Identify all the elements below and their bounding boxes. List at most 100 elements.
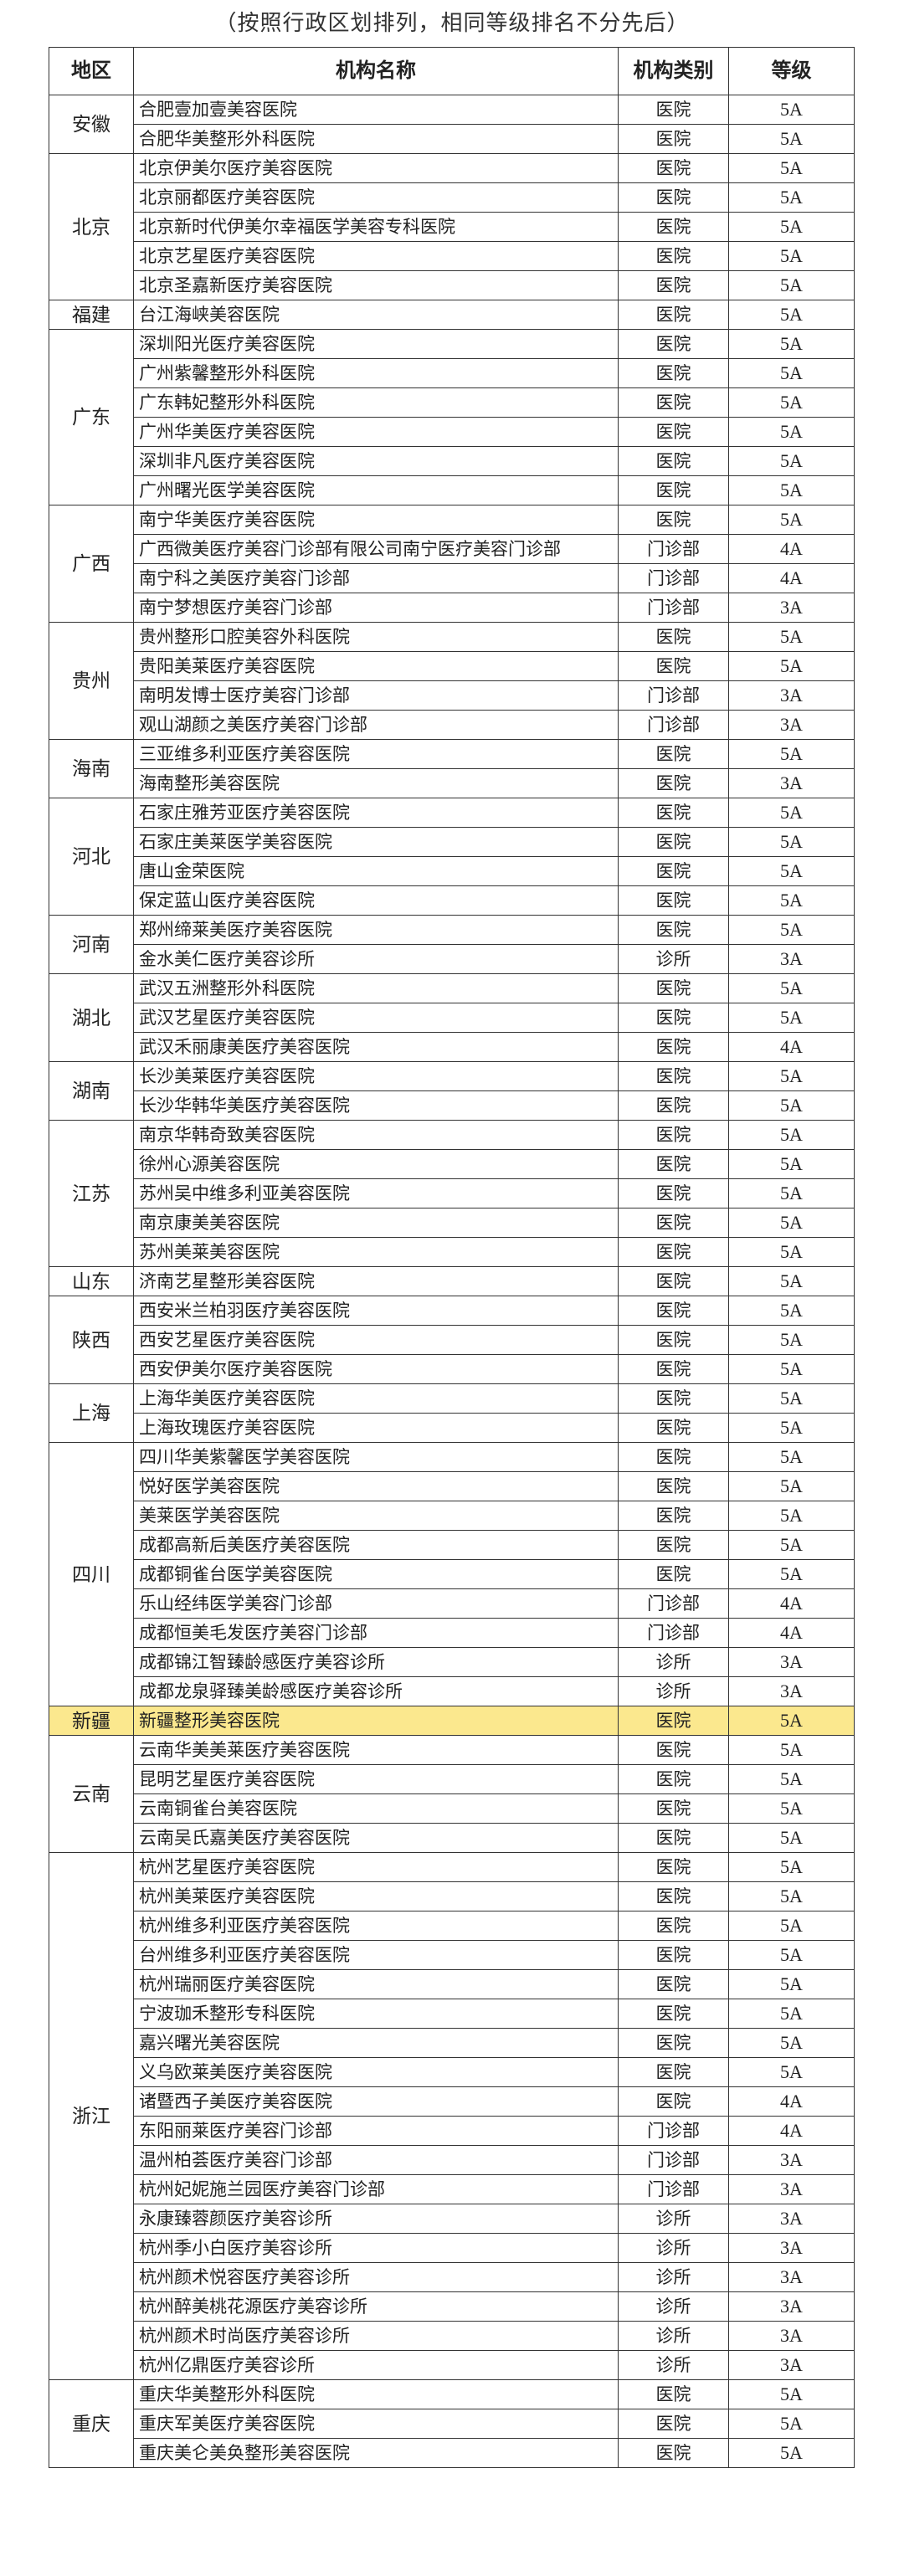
- type-cell: 医院: [618, 1852, 729, 1882]
- region-cell: 陕西: [49, 1296, 134, 1384]
- name-cell: 悦好医学美容医院: [133, 1471, 619, 1501]
- region-cell: 湖南: [49, 1061, 134, 1121]
- type-cell: 医院: [618, 1354, 729, 1384]
- type-cell: 医院: [618, 2438, 729, 2468]
- grade-cell: 5A: [728, 885, 855, 916]
- table-row: 西安艺星医疗美容医院 医院 5A: [49, 1325, 855, 1355]
- name-cell: 广州曙光医学美容医院: [133, 475, 619, 505]
- name-cell: 三亚维多利亚医疗美容医院: [133, 739, 619, 769]
- name-cell: 武汉艺星医疗美容医院: [133, 1003, 619, 1033]
- name-cell: 贵州整形口腔美容外科医院: [133, 622, 619, 652]
- type-cell: 医院: [618, 182, 729, 213]
- grade-cell: 5A: [728, 446, 855, 476]
- table-row: 广东 深圳阳光医疗美容医院 医院 5A: [49, 329, 855, 505]
- name-cell: 重庆华美整形外科医院: [133, 2379, 619, 2409]
- name-cell: 杭州颜术悦容医疗美容诊所: [133, 2262, 619, 2292]
- name-cell: 深圳阳光医疗美容医院: [133, 329, 619, 359]
- type-cell: 诊所: [618, 2321, 729, 2351]
- type-cell: 医院: [618, 2409, 729, 2439]
- type-cell: 诊所: [618, 944, 729, 974]
- name-cell: 成都龙泉驿臻美龄感医疗美容诊所: [133, 1676, 619, 1706]
- name-cell: 义乌欧莱美医疗美容医院: [133, 2057, 619, 2087]
- table-row: 杭州美莱医疗美容医院 医院 5A: [49, 1881, 855, 1911]
- table-row: 贵阳美莱医疗美容医院 医院 5A: [49, 651, 855, 681]
- type-cell: 医院: [618, 856, 729, 886]
- table-row: 观山湖颜之美医疗美容门诊部 门诊部 3A: [49, 710, 855, 740]
- type-cell: 医院: [618, 973, 729, 1003]
- grade-cell: 5A: [728, 329, 855, 359]
- type-cell: 医院: [618, 475, 729, 505]
- grade-cell: 5A: [728, 1501, 855, 1531]
- grade-cell: 5A: [728, 358, 855, 388]
- type-cell: 医院: [618, 1383, 729, 1414]
- type-cell: 医院: [618, 1940, 729, 1970]
- type-cell: 门诊部: [618, 710, 729, 740]
- type-cell: 门诊部: [618, 680, 729, 711]
- type-cell: 医院: [618, 2057, 729, 2087]
- table-row: 东阳丽莱医疗美容门诊部 门诊部 4A: [49, 2116, 855, 2146]
- table-row: 杭州颜术悦容医疗美容诊所 诊所 3A: [49, 2262, 855, 2292]
- type-cell: 诊所: [618, 1647, 729, 1677]
- type-cell: 门诊部: [618, 534, 729, 564]
- grade-cell: 5A: [728, 1852, 855, 1882]
- grade-cell: 5A: [728, 1706, 855, 1736]
- table-row: 合肥华美整形外科医院 医院 5A: [49, 124, 855, 154]
- grade-cell: 5A: [728, 973, 855, 1003]
- type-cell: 医院: [618, 1793, 729, 1824]
- name-cell: 杭州季小白医疗美容诊所: [133, 2233, 619, 2263]
- table-row: 深圳非凡医疗美容医院 医院 5A: [49, 446, 855, 476]
- table-row: 温州柏荟医疗美容门诊部 门诊部 3A: [49, 2145, 855, 2175]
- grade-cell: 5A: [728, 739, 855, 769]
- table-row: 北京 北京伊美尔医疗美容医院 医院 5A: [49, 153, 855, 300]
- type-cell: 医院: [618, 212, 729, 242]
- table-row: 广州华美医疗美容医院 医院 5A: [49, 417, 855, 447]
- name-cell: 诸暨西子美医疗美容医院: [133, 2086, 619, 2117]
- grade-cell: 5A: [728, 2057, 855, 2087]
- name-cell: 上海华美医疗美容医院: [133, 1383, 619, 1414]
- caption: （按照行政区划排列，相同等级排名不分先后）: [214, 11, 690, 35]
- table-row: 湖北 武汉五洲整形外科医院 医院 5A: [49, 973, 855, 1062]
- grade-cell: 3A: [728, 2204, 855, 2234]
- name-cell: 郑州缔莱美医疗美容医院: [133, 915, 619, 945]
- grade-cell: 5A: [728, 1354, 855, 1384]
- grade-cell: 4A: [728, 534, 855, 564]
- table-row: 唐山金荣医院 医院 5A: [49, 856, 855, 886]
- table-row: 海南整形美容医院 医院 3A: [49, 768, 855, 798]
- type-cell: 医院: [618, 1413, 729, 1443]
- type-cell: 医院: [618, 358, 729, 388]
- grade-cell: 5A: [728, 915, 855, 945]
- name-cell: 北京伊美尔医疗美容医院: [133, 153, 619, 183]
- table-row: 杭州妃妮施兰园医疗美容门诊部 门诊部 3A: [49, 2174, 855, 2204]
- table-row: 北京丽都医疗美容医院 医院 5A: [49, 182, 855, 213]
- region-cell: 浙江: [49, 1852, 134, 2380]
- region-cell: 山东: [49, 1266, 134, 1296]
- name-cell: 济南艺星整形美容医院: [133, 1266, 619, 1296]
- type-cell: 医院: [618, 153, 729, 183]
- table-row: 昆明艺星医疗美容医院 医院 5A: [49, 1764, 855, 1794]
- type-cell: 医院: [618, 124, 729, 154]
- table-row: 江苏 南京华韩奇致美容医院 医院 5A: [49, 1120, 855, 1267]
- name-cell: 永康臻蓉颜医疗美容诊所: [133, 2204, 619, 2234]
- type-cell: 医院: [618, 622, 729, 652]
- grade-cell: 3A: [728, 2233, 855, 2263]
- table-row: 广西微美医疗美容门诊部有限公司南宁医疗美容门诊部 门诊部 4A: [49, 534, 855, 564]
- grade-cell: 5A: [728, 1999, 855, 2029]
- table-body: 安徽 合肥壹加壹美容医院 医院 5A 合肥华美整形外科医院 医院 5A 北京 北京伊美尔医疗美容…: [49, 95, 855, 2468]
- name-cell: 乐山经纬医学美容门诊部: [133, 1588, 619, 1619]
- grade-cell: 5A: [728, 651, 855, 681]
- name-cell: 北京丽都医疗美容医院: [133, 182, 619, 213]
- grade-cell: 5A: [728, 300, 855, 330]
- region-cell: 安徽: [49, 95, 134, 154]
- table-row: 武汉禾丽康美医疗美容医院 医院 4A: [49, 1032, 855, 1062]
- grade-cell: 4A: [728, 2086, 855, 2117]
- type-cell: 诊所: [618, 2204, 729, 2234]
- grade-cell: 3A: [728, 710, 855, 740]
- table-row: 杭州季小白医疗美容诊所 诊所 3A: [49, 2233, 855, 2263]
- grade-cell: 3A: [728, 768, 855, 798]
- grade-cell: 5A: [728, 1266, 855, 1296]
- table-row: 河北 石家庄雅芳亚医疗美容医院 医院 5A: [49, 798, 855, 916]
- name-cell: 杭州维多利亚医疗美容医院: [133, 1911, 619, 1941]
- grade-cell: 3A: [728, 2350, 855, 2380]
- grade-cell: 5A: [728, 270, 855, 300]
- grade-cell: 5A: [728, 1383, 855, 1414]
